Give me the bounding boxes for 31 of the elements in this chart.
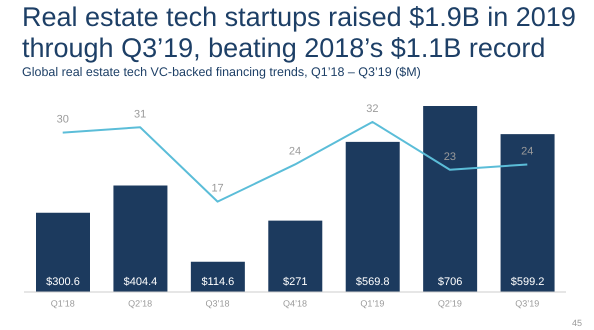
x-tick-label: Q1’18 [50,298,75,308]
bar [423,106,478,292]
data-label: $300.6 [46,276,80,288]
bar [190,262,245,292]
bar [268,220,322,292]
data-label: $706 [438,276,462,288]
data-label: 17 [211,182,224,195]
chart-title: Real estate tech startups raised $1.9B in 2019 through Q3’19, beating 2018’s $1.1B record [22,2,577,64]
x-tick-label: Q2’19 [438,298,462,308]
data-label: $404.4 [124,276,158,288]
data-label: 24 [521,145,534,158]
data-label: 23 [444,150,456,163]
x-tick-label: Q3’19 [515,298,540,308]
bar [113,185,168,292]
bar [36,212,90,292]
bar [346,142,400,292]
x-tick-label: Q4’18 [282,298,308,308]
data-label: 30 [56,114,69,126]
data-label: 24 [288,145,302,158]
data-label: 32 [366,102,379,115]
data-label: $569.8 [356,276,390,288]
x-tick-label: Q2’18 [128,298,152,308]
chart-subtitle: Global real estate tech VC-backed financing trends, Q1’18 – Q3’19 ($M) [22,65,421,79]
data-label: $114.6 [201,276,234,288]
data-label: 31 [134,108,146,120]
text: 45 [572,318,582,328]
data-label: $271 [283,276,308,288]
x-tick-label: Q1’19 [360,298,384,308]
data-label: $599.2 [510,276,544,288]
bar [500,134,555,292]
x-tick-label: Q3’18 [206,298,230,308]
